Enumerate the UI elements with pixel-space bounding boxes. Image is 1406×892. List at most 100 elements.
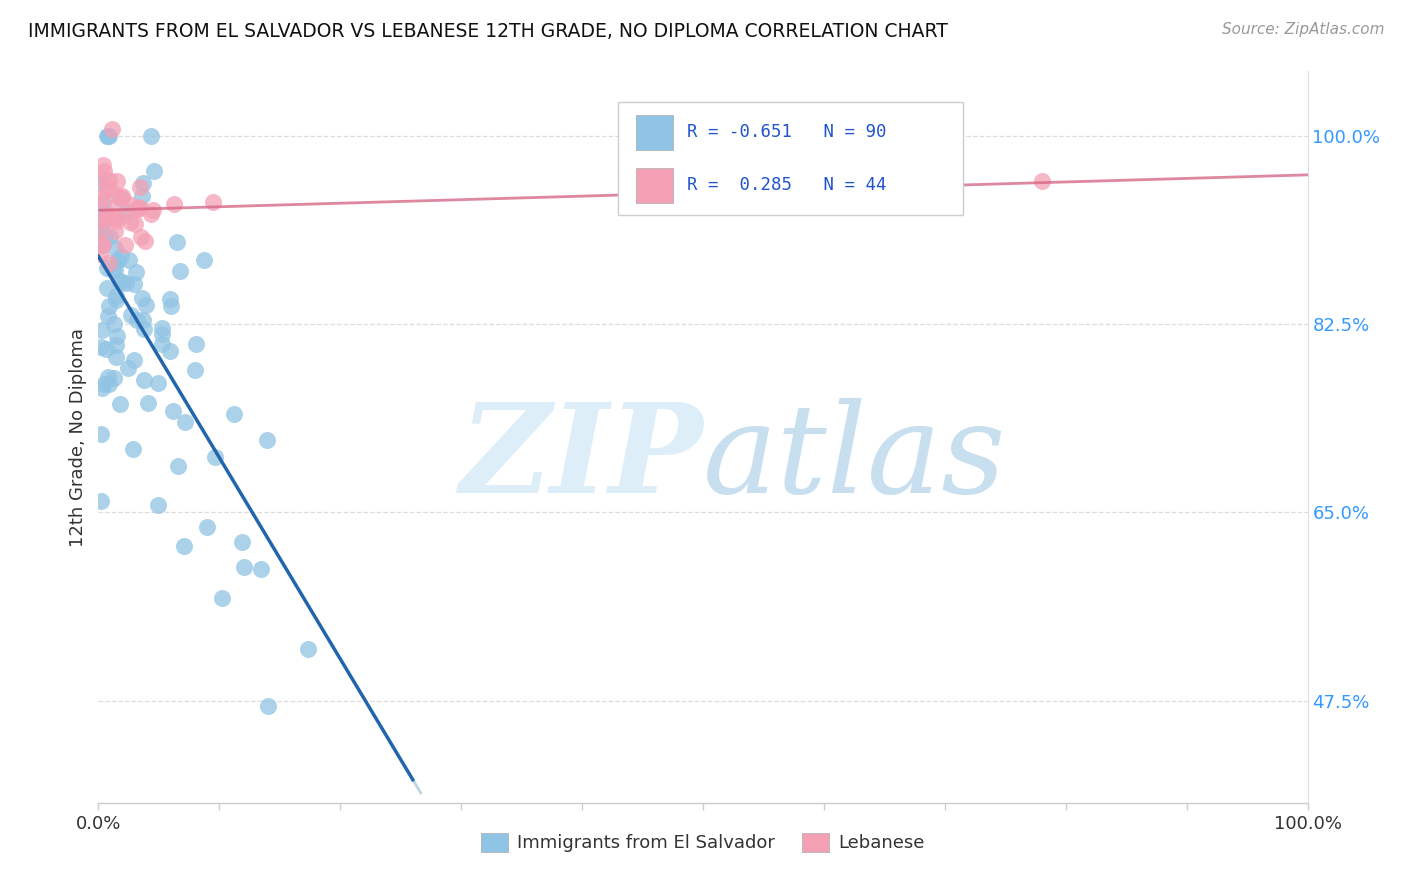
Point (297, 641, 319, 656)
Text: R =  0.285   N = 44: R = 0.285 N = 44 (688, 177, 887, 194)
Point (104, 241, 127, 255)
Point (96, 183, 118, 197)
Point (100, 201, 122, 215)
Point (97, 173, 120, 187)
Point (129, 201, 152, 215)
Point (93, 211, 115, 225)
Point (131, 188, 153, 202)
Point (91, 195, 114, 210)
Point (257, 698, 280, 713)
Point (89, 189, 111, 203)
Point (110, 191, 132, 205)
Point (204, 450, 226, 464)
Point (124, 217, 146, 231)
Point (114, 237, 136, 252)
Point (131, 176, 153, 190)
Point (96, 281, 118, 295)
Point (105, 213, 128, 227)
Point (122, 277, 145, 291)
Point (91, 323, 114, 337)
Point (159, 343, 181, 358)
Point (93, 377, 115, 392)
Point (183, 363, 205, 377)
Point (143, 163, 166, 178)
Point (139, 207, 162, 221)
Bar (637, 114, 672, 150)
Point (93, 163, 115, 178)
Point (114, 205, 136, 219)
Point (98, 229, 121, 244)
Point (233, 559, 256, 574)
Point (91, 238, 114, 252)
Text: atlas: atlas (703, 398, 1007, 520)
Text: R = -0.651   N = 90: R = -0.651 N = 90 (688, 123, 887, 141)
Point (195, 520, 218, 534)
Point (111, 189, 134, 203)
Point (90, 381, 112, 395)
Point (94, 342, 117, 356)
Point (93, 158, 115, 172)
Point (90, 493, 112, 508)
Point (159, 293, 181, 307)
Point (93, 229, 115, 244)
FancyBboxPatch shape (619, 102, 963, 216)
Point (222, 407, 245, 421)
Point (91, 176, 114, 190)
Point (111, 191, 134, 205)
Point (132, 313, 155, 327)
Point (94, 207, 117, 221)
Point (105, 174, 128, 188)
Point (101, 262, 124, 277)
Point (193, 253, 215, 268)
Point (250, 562, 273, 576)
Point (125, 265, 148, 279)
Point (162, 404, 184, 418)
Point (97, 128, 120, 143)
Point (105, 338, 128, 352)
Point (122, 442, 145, 456)
Point (166, 235, 188, 249)
Point (184, 336, 207, 351)
Point (104, 289, 127, 303)
Point (98, 299, 121, 313)
Point (96, 260, 118, 275)
Point (105, 210, 128, 224)
Point (98, 256, 121, 270)
Point (134, 234, 156, 248)
Point (146, 376, 169, 390)
Point (231, 535, 253, 549)
Point (90, 226, 112, 240)
Point (150, 321, 173, 335)
Point (104, 188, 127, 202)
Point (103, 370, 125, 384)
Point (90, 340, 112, 354)
Point (108, 397, 131, 411)
Point (125, 202, 148, 217)
Point (103, 317, 125, 331)
Point (111, 209, 134, 223)
Point (150, 336, 173, 351)
Point (117, 360, 139, 375)
Point (163, 196, 186, 211)
Point (90, 222, 112, 236)
Point (124, 353, 146, 368)
Point (121, 308, 143, 322)
Point (118, 197, 141, 211)
Point (150, 326, 173, 341)
Point (256, 433, 278, 447)
Point (98, 211, 121, 225)
Point (118, 215, 141, 229)
Point (89, 222, 111, 236)
Point (105, 293, 128, 307)
Point (98, 377, 121, 392)
Text: IMMIGRANTS FROM EL SALVADOR VS LEBANESE 12TH GRADE, NO DIPLOMA CORRELATION CHART: IMMIGRANTS FROM EL SALVADOR VS LEBANESE … (28, 22, 948, 41)
Point (101, 122, 124, 136)
Point (134, 373, 156, 387)
Point (173, 539, 195, 553)
Point (98, 128, 121, 143)
Point (139, 128, 162, 143)
Point (211, 591, 233, 606)
Point (136, 396, 159, 410)
Point (142, 202, 165, 217)
Point (97, 209, 120, 223)
